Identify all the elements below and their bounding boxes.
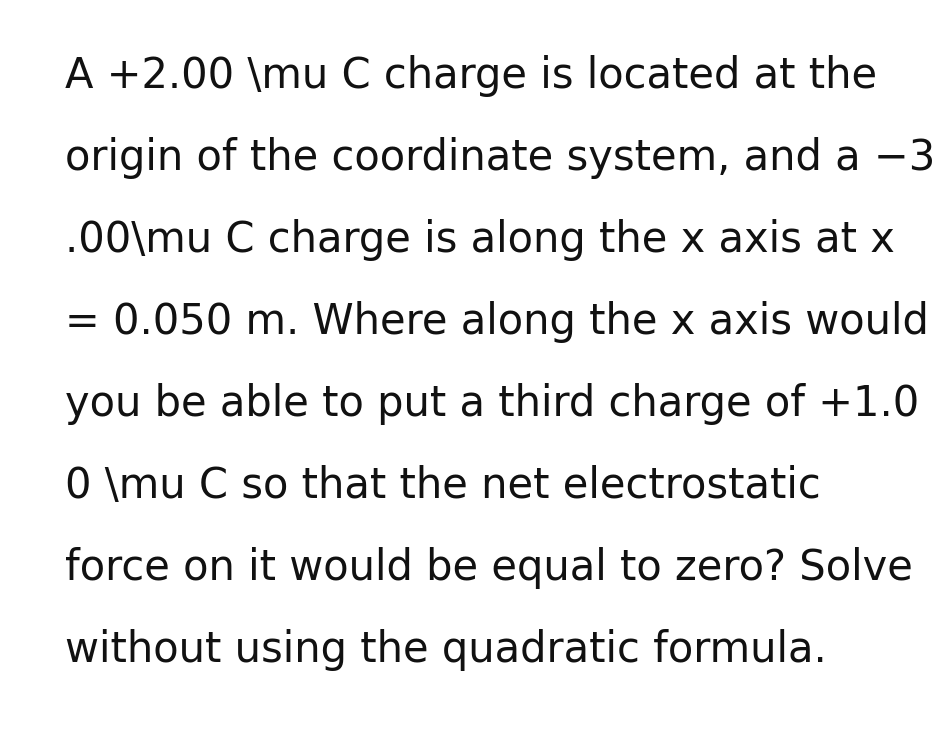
- Text: without using the quadratic formula.: without using the quadratic formula.: [65, 629, 826, 671]
- Text: origin of the coordinate system, and a −3: origin of the coordinate system, and a −…: [65, 137, 934, 179]
- Text: you be able to put a third charge of +1.0: you be able to put a third charge of +1.…: [65, 383, 918, 425]
- Text: = 0.050 m. Where along the x axis would: = 0.050 m. Where along the x axis would: [65, 301, 928, 343]
- Text: A +2.00 \mu C charge is located at the: A +2.00 \mu C charge is located at the: [65, 55, 876, 97]
- Text: 0 \mu C so that the net electrostatic: 0 \mu C so that the net electrostatic: [65, 465, 820, 507]
- Text: force on it would be equal to zero? Solve: force on it would be equal to zero? Solv…: [65, 547, 912, 589]
- Text: .00\mu C charge is along the x axis at x: .00\mu C charge is along the x axis at x: [65, 219, 894, 261]
